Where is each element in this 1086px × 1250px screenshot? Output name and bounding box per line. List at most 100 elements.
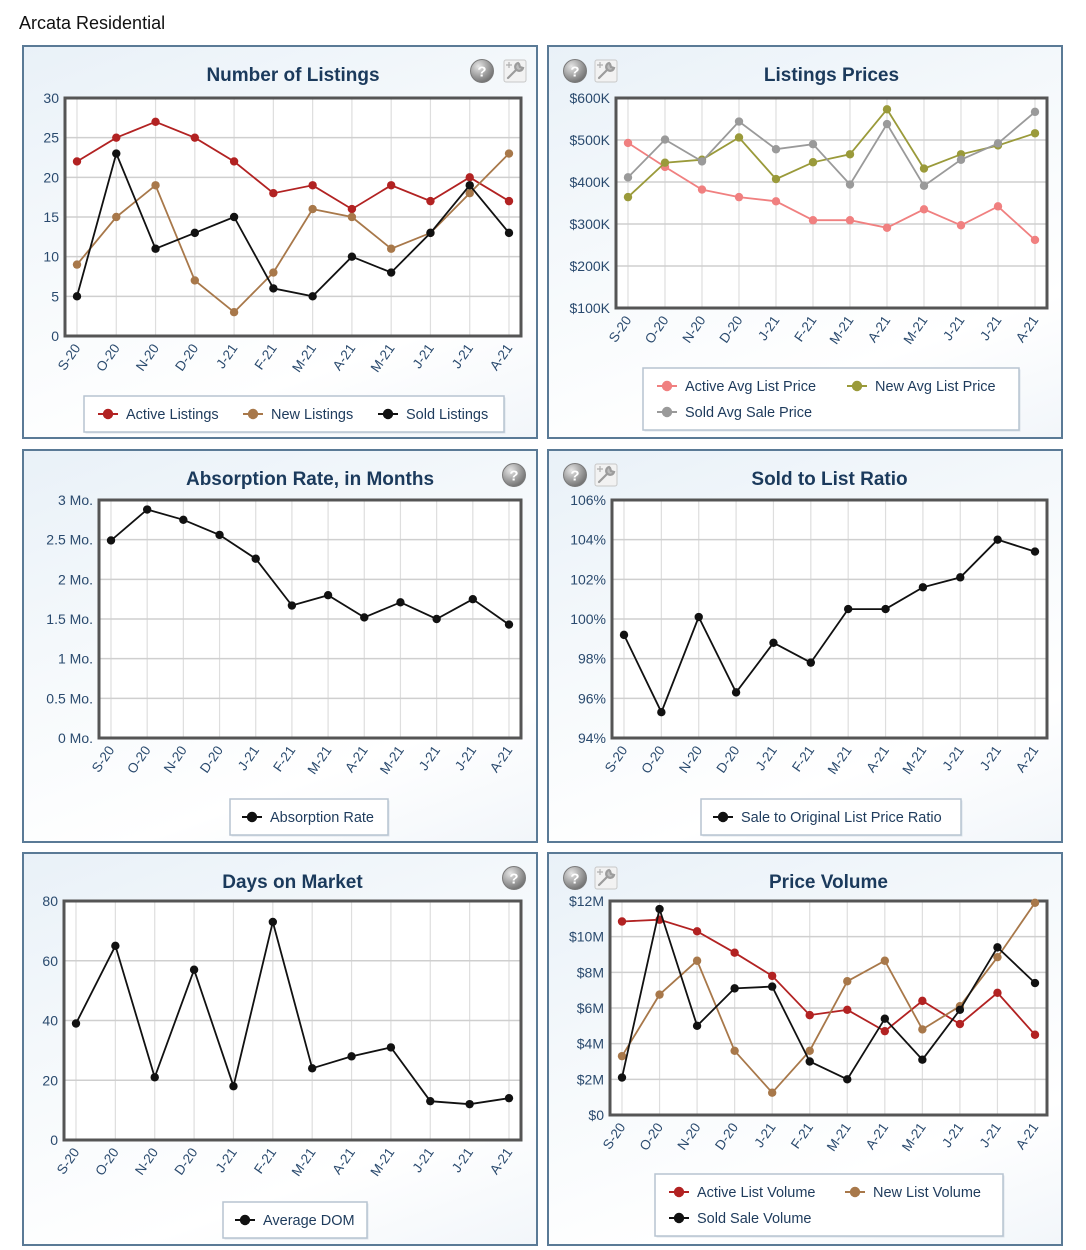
- data-point-new-listings[interactable]: [229, 308, 239, 317]
- data-point-active-avg-list-price[interactable]: [845, 216, 855, 225]
- data-point-active-listings[interactable]: [465, 173, 474, 182]
- data-point-active-listings[interactable]: [426, 196, 435, 206]
- help-icon[interactable]: ?: [470, 59, 494, 83]
- data-point-sold-sale-volume[interactable]: [767, 982, 777, 991]
- data-point-active-listings[interactable]: [347, 204, 357, 214]
- legend-item-new-avg-list-price[interactable]: New Avg List Price: [847, 379, 996, 395]
- data-point-absorption-rate[interactable]: [468, 594, 478, 604]
- data-point-sold-avg-sale-price[interactable]: [808, 140, 818, 149]
- data-point-sold-sale-volume[interactable]: [955, 1005, 965, 1014]
- data-point-sold-listings[interactable]: [72, 292, 82, 301]
- data-point-active-list-volume[interactable]: [617, 917, 627, 926]
- data-point-sale-to-original-list-price-ratio[interactable]: [694, 612, 703, 622]
- data-point-active-list-volume[interactable]: [730, 948, 739, 957]
- data-point-new-listings[interactable]: [72, 260, 82, 269]
- data-point-sold-sale-volume[interactable]: [617, 1073, 627, 1082]
- data-point-sold-avg-sale-price[interactable]: [771, 145, 781, 154]
- data-point-active-listings[interactable]: [229, 157, 239, 166]
- data-point-active-avg-list-price[interactable]: [1030, 235, 1040, 245]
- data-point-sold-sale-volume[interactable]: [655, 904, 664, 914]
- data-point-new-listings[interactable]: [504, 149, 514, 158]
- wrench-settings-icon[interactable]: [503, 59, 527, 83]
- legend-item-sold-listings[interactable]: Sold Listings: [378, 407, 488, 423]
- data-point-active-listings[interactable]: [269, 189, 278, 198]
- legend-item-new-listings[interactable]: New Listings: [243, 407, 353, 423]
- data-point-active-avg-list-price[interactable]: [771, 197, 781, 206]
- data-point-sold-avg-sale-price[interactable]: [697, 157, 707, 166]
- data-point-new-listings[interactable]: [465, 189, 474, 198]
- data-point-sale-to-original-list-price-ratio[interactable]: [843, 604, 853, 614]
- data-point-new-list-volume[interactable]: [692, 956, 702, 965]
- data-point-active-list-volume[interactable]: [993, 988, 1002, 998]
- data-point-sale-to-original-list-price-ratio[interactable]: [619, 630, 629, 640]
- legend-item-active-listings[interactable]: Active Listings: [98, 407, 219, 423]
- data-point-absorption-rate[interactable]: [396, 598, 405, 607]
- legend-item-average-dom[interactable]: Average DOM: [235, 1213, 355, 1229]
- legend-item-new-list-volume[interactable]: New List Volume: [845, 1185, 981, 1201]
- data-point-active-listings[interactable]: [72, 157, 82, 166]
- data-point-average-dom[interactable]: [189, 965, 199, 974]
- data-point-average-dom[interactable]: [229, 1082, 238, 1091]
- data-point-average-dom[interactable]: [347, 1052, 356, 1061]
- legend-item-absorption-rate[interactable]: Absorption Rate: [242, 810, 374, 826]
- data-point-average-dom[interactable]: [386, 1043, 396, 1052]
- data-point-active-list-volume[interactable]: [918, 996, 927, 1006]
- legend-item-sold-avg-sale-price[interactable]: Sold Avg Sale Price: [657, 405, 812, 421]
- data-point-active-list-volume[interactable]: [767, 971, 777, 981]
- data-point-sold-sale-volume[interactable]: [880, 1014, 890, 1023]
- data-point-sale-to-original-list-price-ratio[interactable]: [731, 688, 741, 697]
- data-point-active-list-volume[interactable]: [955, 1019, 965, 1029]
- data-point-sold-avg-sale-price[interactable]: [882, 119, 892, 129]
- data-point-active-listings[interactable]: [190, 133, 200, 142]
- data-point-sold-listings[interactable]: [504, 228, 514, 238]
- help-icon[interactable]: ?: [502, 463, 526, 487]
- data-point-new-listings[interactable]: [386, 244, 396, 253]
- data-point-active-list-volume[interactable]: [692, 927, 702, 936]
- data-point-average-dom[interactable]: [465, 1099, 474, 1109]
- legend-item-sale-to-original-list-price-ratio[interactable]: Sale to Original List Price Ratio: [713, 810, 942, 826]
- data-point-new-listings[interactable]: [112, 212, 121, 222]
- data-point-sold-listings[interactable]: [386, 268, 396, 277]
- data-point-new-avg-list-price[interactable]: [808, 158, 818, 167]
- data-point-sale-to-original-list-price-ratio[interactable]: [993, 535, 1002, 544]
- data-point-absorption-rate[interactable]: [504, 620, 514, 629]
- data-point-active-listings[interactable]: [151, 117, 160, 127]
- data-point-sold-avg-sale-price[interactable]: [956, 155, 966, 164]
- data-point-new-list-volume[interactable]: [767, 1088, 777, 1097]
- data-point-sold-sale-volume[interactable]: [692, 1021, 702, 1031]
- help-icon[interactable]: ?: [563, 866, 587, 890]
- data-point-active-listings[interactable]: [308, 181, 317, 190]
- data-point-sold-listings[interactable]: [229, 212, 239, 222]
- data-point-new-listings[interactable]: [190, 276, 200, 285]
- data-point-active-avg-list-price[interactable]: [808, 216, 818, 225]
- wrench-settings-icon[interactable]: [594, 866, 618, 890]
- data-point-new-avg-list-price[interactable]: [660, 158, 670, 167]
- data-point-sold-avg-sale-price[interactable]: [660, 135, 670, 144]
- data-point-active-listings[interactable]: [504, 196, 514, 206]
- data-point-average-dom[interactable]: [111, 941, 120, 951]
- data-point-sold-avg-sale-price[interactable]: [919, 181, 929, 190]
- data-point-new-avg-list-price[interactable]: [919, 164, 929, 173]
- data-point-new-avg-list-price[interactable]: [882, 105, 892, 114]
- data-point-sold-listings[interactable]: [151, 244, 160, 253]
- data-point-new-avg-list-price[interactable]: [734, 133, 744, 142]
- data-point-sold-sale-volume[interactable]: [730, 984, 739, 993]
- data-point-active-avg-list-price[interactable]: [956, 221, 966, 230]
- data-point-new-list-volume[interactable]: [730, 1046, 739, 1055]
- data-point-active-listings[interactable]: [112, 133, 121, 142]
- data-point-new-avg-list-price[interactable]: [623, 192, 633, 202]
- data-point-absorption-rate[interactable]: [142, 505, 152, 514]
- data-point-active-avg-list-price[interactable]: [919, 205, 929, 214]
- data-point-new-list-volume[interactable]: [805, 1046, 814, 1055]
- data-point-sold-listings[interactable]: [465, 181, 474, 190]
- data-point-sale-to-original-list-price-ratio[interactable]: [657, 708, 666, 717]
- data-point-new-list-volume[interactable]: [655, 990, 664, 999]
- help-icon[interactable]: ?: [502, 866, 526, 890]
- data-point-sold-sale-volume[interactable]: [805, 1057, 814, 1066]
- data-point-new-listings[interactable]: [347, 212, 357, 222]
- data-point-absorption-rate[interactable]: [360, 613, 369, 622]
- data-point-average-dom[interactable]: [268, 917, 278, 927]
- legend-item-active-avg-list-price[interactable]: Active Avg List Price: [657, 379, 816, 395]
- data-point-absorption-rate[interactable]: [432, 614, 441, 624]
- legend-item-sold-sale-volume[interactable]: Sold Sale Volume: [669, 1211, 811, 1227]
